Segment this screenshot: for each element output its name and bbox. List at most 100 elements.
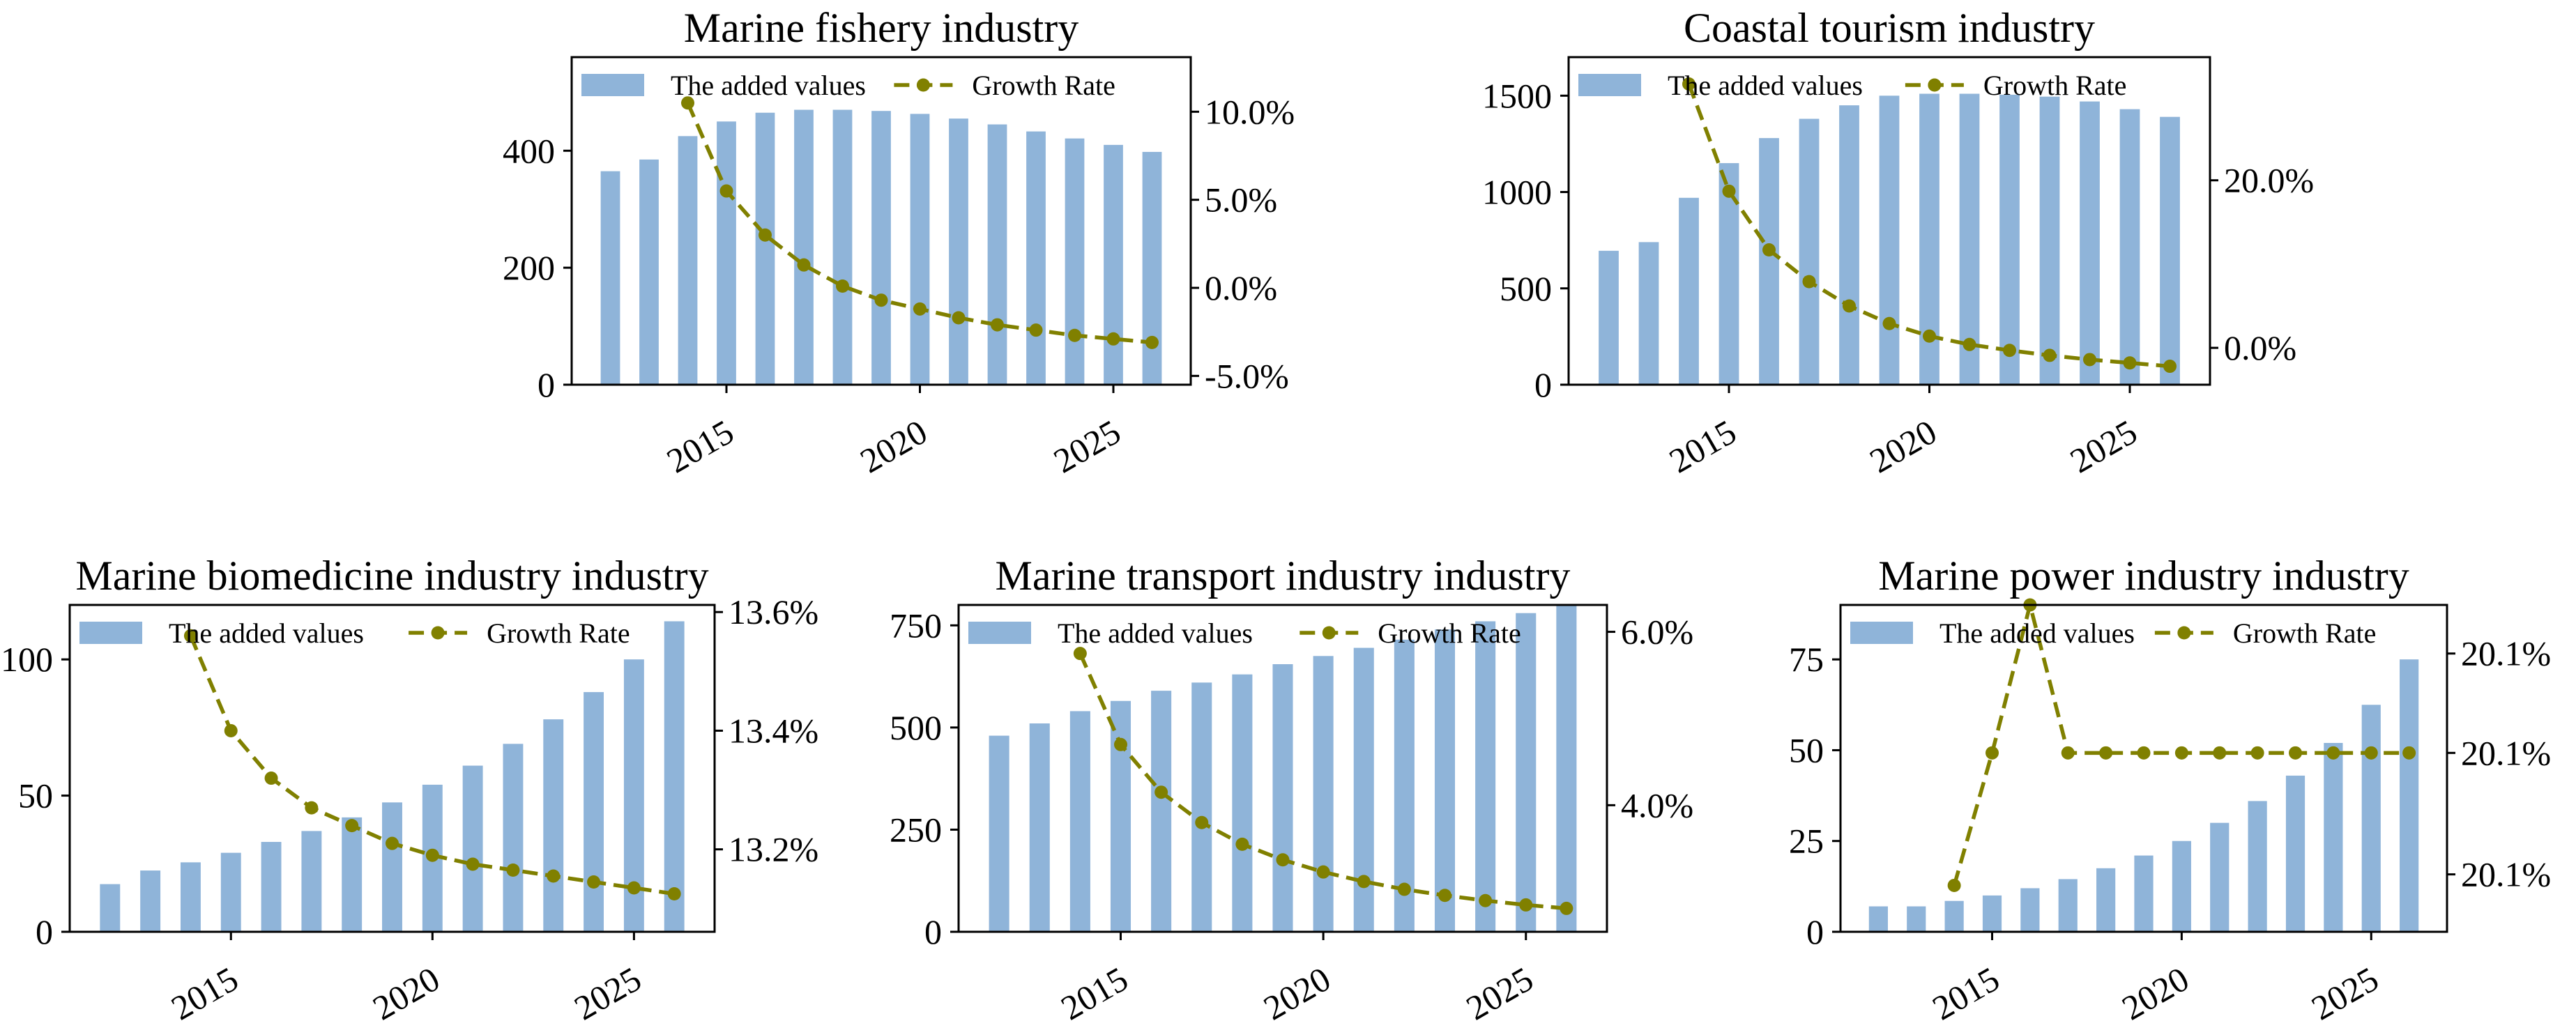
growth-point-2024	[587, 875, 601, 889]
bar-2024	[2080, 101, 2100, 385]
growth-point-2015	[1114, 737, 1127, 751]
x-tick-label: 2025	[2064, 412, 2144, 480]
growth-point-2022	[2250, 746, 2264, 760]
bar-2016	[755, 112, 775, 385]
growth-point-2021	[1357, 875, 1371, 889]
chart-2: Coastal tourism industry 0 500 1000 1500 0.0%…	[1482, 5, 2314, 481]
bar-2022	[1999, 94, 2020, 385]
x-tick-label: 2020	[366, 959, 446, 1021]
growth-point-2014	[1947, 878, 1961, 892]
growth-point-2025	[1106, 332, 1120, 346]
chart-title: Marine transport industry industry	[996, 553, 1571, 599]
bar-2025	[2119, 109, 2140, 385]
y-tick-label: 250	[890, 810, 942, 849]
bar-2014	[678, 136, 698, 385]
growth-point-2023	[2289, 746, 2302, 760]
growth-point-2016	[264, 771, 278, 785]
chart-title: Marine power industry industry	[1878, 553, 2409, 599]
growth-point-2021	[466, 857, 480, 871]
y-tick-label: 0	[538, 365, 555, 404]
bar-2013	[1907, 906, 1926, 932]
bar-2016	[2020, 888, 2040, 932]
legend: The added values Growth Rate	[581, 70, 1115, 101]
x-tick-label: 2025	[2305, 959, 2385, 1021]
growth-point-2015	[1986, 746, 1999, 760]
y-tick-label: 50	[18, 776, 53, 815]
growth-point-2022	[991, 318, 1004, 332]
growth-point-2018	[836, 279, 849, 293]
x-tick-label: 2015	[165, 959, 245, 1021]
y2-tick-label: 20.0%	[2224, 161, 2314, 200]
axes-frame	[1839, 604, 2448, 933]
bar-2021	[1959, 93, 1980, 385]
growth-point-2017	[2061, 746, 2075, 760]
bar-2026	[1556, 605, 1577, 932]
growth-point-2024	[1479, 893, 1493, 907]
y2-tick-label: 5.0%	[1205, 181, 1277, 220]
bar-2017	[301, 831, 322, 932]
bar-2020	[910, 114, 930, 385]
growth-point-2018	[345, 819, 359, 833]
legend-bar-label: The added values	[1939, 617, 2135, 649]
growth-point-2021	[952, 311, 966, 325]
bar-2018	[2096, 868, 2116, 932]
bar-2024	[2324, 743, 2343, 932]
bar-2025	[1104, 144, 1123, 385]
y-tick-label: 500	[1500, 269, 1552, 308]
legend-bar-swatch	[968, 622, 1031, 644]
bar-2023	[2285, 775, 2306, 932]
axes-frame	[957, 604, 1608, 933]
growth-point-2022	[506, 863, 520, 877]
legend: The added values Growth Rate	[79, 617, 630, 649]
bar-2023	[543, 719, 564, 932]
bar-2019	[871, 111, 891, 385]
bar-2024	[1475, 621, 1496, 932]
bar-2018	[1839, 105, 1859, 385]
legend-bar-swatch	[1578, 74, 1641, 96]
growth-point-2016	[1762, 243, 1776, 256]
legend: The added values Growth Rate	[1850, 617, 2376, 649]
x-tick-label: 2020	[1257, 959, 1337, 1021]
bar-2014	[1679, 197, 1699, 385]
growth-point-2020	[913, 302, 927, 316]
y-tick-label: 1500	[1482, 76, 1552, 115]
y-tick-label: 0	[1806, 912, 1824, 951]
bar-2022	[987, 124, 1007, 385]
growth-point-2019	[386, 836, 399, 850]
bar-2013	[1638, 242, 1659, 385]
y2-tick-label: 20.1%	[2461, 855, 2551, 894]
growth-point-2022	[1397, 882, 1411, 896]
growth-point-2017	[797, 258, 811, 272]
chart-title: Marine biomedicine industry industry	[75, 553, 708, 599]
growth-point-2017	[1802, 275, 1816, 289]
y-tick-label: 0	[924, 912, 942, 951]
growth-point-2026	[1145, 335, 1159, 349]
growth-point-2014	[1682, 77, 1695, 91]
legend-line-label: Growth Rate	[972, 70, 1115, 101]
bar-2015	[220, 852, 241, 932]
legend-line-marker	[1928, 78, 1942, 92]
x-tick-label: 2020	[853, 412, 933, 480]
y2-tick-label: 20.1%	[2461, 733, 2551, 772]
growth-point-2019	[874, 293, 888, 307]
bar-2014	[1944, 900, 1964, 932]
growth-point-2019	[2137, 746, 2151, 760]
growth-point-2023	[2043, 348, 2057, 362]
bar-2016	[1759, 138, 1779, 385]
y2-tick-label: 20.1%	[2461, 634, 2551, 673]
bar-2017	[1799, 118, 1820, 385]
growth-point-2015	[224, 723, 238, 737]
axes-frame	[1567, 56, 2211, 386]
chart-title: Coastal tourism industry	[1684, 5, 2095, 51]
growth-point-2019	[1276, 853, 1290, 867]
bar-2012	[1599, 250, 1619, 385]
bar-2018	[1232, 674, 1253, 932]
bar-2026	[664, 621, 685, 932]
growth-point-2025	[627, 881, 641, 895]
bar-2026	[1142, 151, 1162, 385]
bar-2015	[1982, 895, 2002, 932]
legend-bar-label: The added values	[1058, 617, 1253, 649]
bar-2014	[1069, 711, 1090, 932]
y2-tick-label: 4.0%	[1621, 785, 1693, 824]
y2-tick-label: 0.0%	[1205, 268, 1277, 307]
